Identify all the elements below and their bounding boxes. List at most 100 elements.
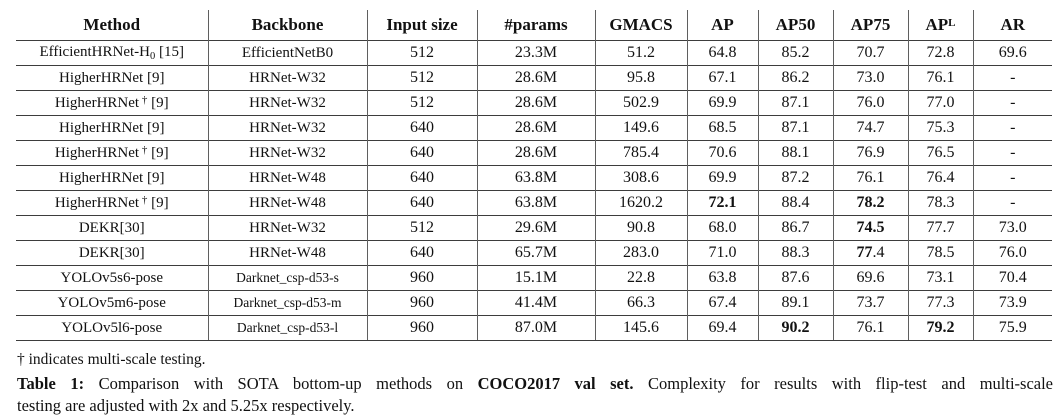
text-run: 78.2 [856,194,885,211]
table-cell: 86.7 [757,215,833,241]
table-cell: 960 [366,315,477,341]
table-cell: HRNet-W48 [207,240,367,266]
table-row: YOLOv5s6-pose Darknet_csp-d53-s 960 15.1M 22… [16,265,1052,291]
table-cell: 74.7 [832,115,908,141]
table-cell: 960 [366,290,477,316]
table-cell: 76.0 [972,240,1052,266]
table-cell: YOLOv5s6-pose [16,265,208,291]
table-cell: 67.4 [686,290,758,316]
table-cell: 28.6M [476,65,595,91]
table-cell: 90.2 [757,315,833,341]
table-row: YOLOv5m6-pose Darknet_csp-d53-m 960 41.4M 66… [16,290,1052,316]
table-cell: 73.9 [972,290,1052,316]
text-run: HigherHRNet [54,95,140,111]
table-cell: 87.2 [757,165,833,191]
table-row: HigherHRNet [9] HRNet-W32 640 28.6M 149.6 68.… [16,115,1052,141]
table-cell: 28.6M [476,140,595,166]
text-run: AP [925,15,949,34]
table-cell: - [972,190,1052,216]
table-cell: HRNet-W32 [207,140,367,166]
table-cell: 71.0 [686,240,758,266]
table-cell: 78.5 [907,240,973,266]
table-cell: 78.3 [907,190,973,216]
text-run: HigherHRNet [54,195,140,211]
table-cell: DEKR[30] [16,240,208,266]
table-cell: HigherHRNet † [9] [16,190,208,216]
table-cell: 75.3 [907,115,973,141]
table-cell: 308.6 [594,165,687,191]
table-cell: 87.6 [757,265,833,291]
text-run: [15] [155,44,185,60]
table-row: YOLOv5l6-pose Darknet_csp-d53-l 960 87.0M 14… [16,315,1052,341]
text-run: EfficientHRNet-H [39,44,151,60]
column-header-0: Method [83,15,141,34]
table-cell: 70.4 [972,265,1052,291]
table-cell: 69.6 [972,40,1052,66]
text-run: † [139,94,148,106]
table-cell: - [972,65,1052,91]
table-cell: HigherHRNet † [9] [16,90,208,116]
table-cell: 70.7 [832,40,908,66]
table-cell: 512 [366,65,477,91]
table-cell: 960 [366,265,477,291]
table-cell: 76.1 [907,65,973,91]
table-cell: 87.0M [476,315,595,341]
table-cell: 95.8 [594,65,687,91]
table-cell: 63.8M [476,190,595,216]
table-cell: HRNet-W48 [207,165,367,191]
table-cell: 76.4 [907,165,973,191]
table-cell: 51.2 [594,40,687,66]
table-cell: 79.2 [907,315,973,341]
table-cell: 77.4 [832,240,908,266]
table-caption-line1: Table 1: Comparison with SOTA bottom-up … [17,373,1053,395]
table-cell: 90.8 [594,215,687,241]
table-cell: 29.6M [476,215,595,241]
table-cell: - [972,140,1052,166]
table-cell: 76.1 [832,165,908,191]
table-cell: 283.0 [594,240,687,266]
table-cell: EfficientNetB0 [207,40,367,66]
table-cell: 76.5 [907,140,973,166]
table-cell: Darknet_csp-d53-s [207,265,367,291]
text-run: COCO2017 val set. [477,374,634,393]
table-cell: 73.0 [832,65,908,91]
table-row: DEKR[30] HRNet-W32 512 29.6M 90.8 68.0 86.7 74.… [16,215,1052,241]
table-cell: 72.1 [686,190,758,216]
table-header-row: Method Backbone Input size #params GMACS AP AP… [16,10,1052,41]
table-cell: HRNet-W32 [207,65,367,91]
table-row: EfficientHRNet-H0 [15] EfficientNetB0 512 2… [16,40,1052,66]
text-run: Darknet_csp-d53-l [236,319,339,335]
table-cell: 76.0 [832,90,908,116]
column-header-8: APL [907,10,973,41]
text-run: 74.5 [856,219,885,236]
table-cell: 64.8 [686,40,758,66]
table-cell: 87.1 [757,115,833,141]
table-cell: Darknet_csp-d53-l [207,315,367,341]
column-header-2: Input size [366,10,477,41]
text-run: L [948,17,956,29]
table-cell: 512 [366,215,477,241]
table-cell: 65.7M [476,240,595,266]
column-header-1: Backbone [207,10,367,41]
table-cell: 76.9 [832,140,908,166]
table-cell: 78.2 [832,190,908,216]
table-cell: 88.4 [757,190,833,216]
table-cell: 15.1M [476,265,595,291]
text-run: † [139,144,148,156]
table-cell: 88.3 [757,240,833,266]
table-cell: - [972,165,1052,191]
table-cell: 69.6 [832,265,908,291]
table-cell: YOLOv5l6-pose [16,315,208,341]
table-cell: 89.1 [757,290,833,316]
table-cell: - [972,90,1052,116]
column-header-4: GMACS [594,10,687,41]
table-cell: 73.0 [972,215,1052,241]
text-run: Table 1: [17,374,85,393]
table-row: HigherHRNet † [9] HRNet-W32 640 28.6M 785.4 7… [16,140,1052,166]
column-header-7: AP75 [832,10,908,41]
table-cell: 512 [366,40,477,66]
table-cell: YOLOv5m6-pose [16,290,208,316]
table-row: HigherHRNet [9] HRNet-W32 512 28.6M 95.8 67.1… [16,65,1052,91]
table-cell: 512 [366,90,477,116]
column-header-9: AR [972,10,1052,41]
